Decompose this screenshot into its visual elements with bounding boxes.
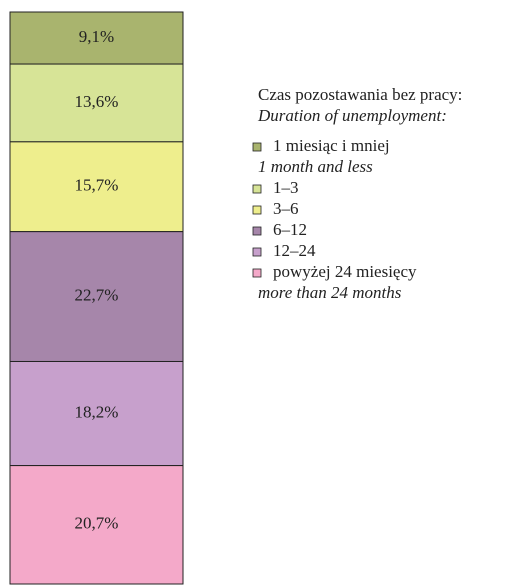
value-label: 20,7% xyxy=(75,514,119,533)
legend-label: powyżej 24 miesięcy xyxy=(273,262,417,281)
bar-segment xyxy=(9,465,184,585)
value-label: 13,6% xyxy=(75,92,119,111)
legend-swatch xyxy=(252,184,262,194)
legend-swatch xyxy=(252,268,262,278)
bar-segment xyxy=(9,360,184,467)
legend-label: 1 miesiąc i mniej xyxy=(273,136,390,155)
legend-swatch xyxy=(252,226,262,236)
bar-segment xyxy=(9,63,184,143)
bar-segment xyxy=(9,231,184,362)
legend-label: 6–12 xyxy=(273,220,307,239)
legend-swatch xyxy=(252,142,262,152)
value-label: 15,7% xyxy=(75,176,119,195)
value-label: 22,7% xyxy=(75,285,119,304)
legend-swatch xyxy=(252,247,262,257)
legend-title: Czas pozostawania bez pracy: xyxy=(258,85,462,104)
legend-swatch xyxy=(252,205,262,215)
legend-label-en: more than 24 months xyxy=(258,283,402,302)
value-label: 18,2% xyxy=(75,402,119,421)
legend-label: 12–24 xyxy=(273,241,316,260)
legend-subtitle: Duration of unemployment: xyxy=(257,106,447,125)
value-label: 9,1% xyxy=(79,27,114,46)
legend-label-en: 1 month and less xyxy=(258,157,373,176)
legend-label: 1–3 xyxy=(273,178,299,197)
bar-segment xyxy=(9,141,184,233)
bar-segment xyxy=(9,11,184,65)
legend-label: 3–6 xyxy=(273,199,299,218)
